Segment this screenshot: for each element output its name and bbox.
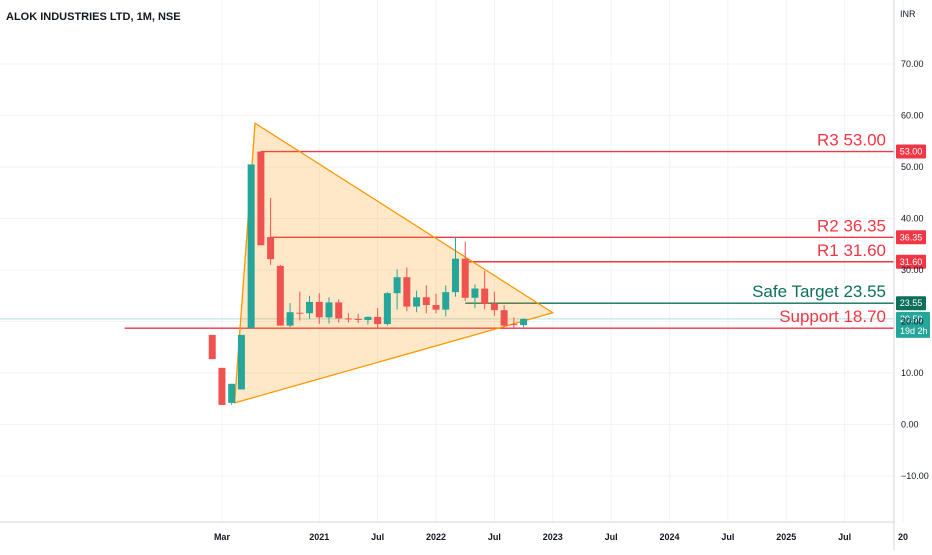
candle-body-up [228, 383, 236, 403]
price-tag-text: 36.35 [900, 232, 923, 242]
candle-body-up [393, 277, 401, 294]
x-tick-label: Jul [371, 532, 384, 542]
candle-body-up [451, 258, 459, 293]
last-price-value: 20.50 [900, 314, 923, 324]
price-tag-r2 [896, 230, 926, 245]
x-tick-label: Jul [721, 532, 734, 542]
candle-body-down [490, 303, 498, 311]
level-label: R3 53.00 [817, 131, 886, 150]
candles [208, 151, 528, 405]
candle-body-up [306, 301, 314, 314]
x-tick-label: Mar [214, 532, 231, 542]
candle-body-down [218, 367, 226, 405]
y-tick-label: 0.00 [901, 420, 919, 430]
y-tick-label: 40.00 [901, 214, 924, 224]
candle-body-up [247, 164, 255, 329]
candle-body-down [315, 301, 323, 318]
candle-body-down [432, 305, 440, 310]
candle-body-down [276, 265, 284, 326]
candle-body-down [500, 310, 508, 326]
price-tag-r1 [896, 254, 926, 269]
x-tick-label: Jul [488, 532, 501, 542]
candle-body-up [237, 334, 245, 390]
candle-body-down [267, 237, 275, 260]
price-tag-text: 31.60 [900, 257, 923, 267]
x-tick-label: 2024 [660, 532, 680, 542]
x-tick-label: 2022 [426, 532, 446, 542]
x-tick-label: Jul [605, 532, 618, 542]
candle-body-up [471, 288, 479, 298]
candle-body-down [403, 277, 411, 307]
candle-body-up [413, 297, 421, 307]
price-tag-text: 53.00 [900, 147, 923, 157]
triangle-pattern [233, 122, 555, 404]
level-label: Safe Target 23.55 [752, 282, 886, 301]
y-tick-label: −10.00 [901, 471, 929, 481]
candle-body-down [510, 324, 518, 326]
candle-body-down [374, 316, 382, 325]
candle-body-up [383, 293, 391, 325]
candle-body-down [208, 334, 216, 360]
chart-title: ALOK INDUSTRIES LTD, 1M, NSE [6, 11, 181, 23]
level-labels: R3 53.00 53.00 R2 36.35 36.35 R1 31.60 31.60 S… [752, 131, 930, 338]
candle-body-down [257, 151, 265, 246]
candle-body-down [344, 318, 352, 320]
candle-body-down [354, 318, 362, 320]
candle-body-down [422, 297, 430, 306]
level-label: Support 18.70 [779, 307, 886, 326]
y-tick-label: 20.00 [901, 317, 924, 327]
grid [0, 0, 904, 522]
price-tag-r3 [896, 144, 926, 159]
x-tick-label: 2025 [776, 532, 796, 542]
candle-body-up [325, 302, 333, 318]
candle-body-up [364, 316, 372, 320]
x-tick-label: 20 [898, 532, 908, 542]
level-label: R2 36.35 [817, 216, 886, 235]
last-price-tag [896, 311, 930, 338]
x-tick-label: Jul [838, 532, 851, 542]
x-tick-label: 2021 [309, 532, 329, 542]
candle-body-down [481, 288, 489, 304]
y-tick-label: 10.00 [901, 368, 924, 378]
candle-body-up [442, 292, 450, 310]
y-tick-label: 30.00 [901, 265, 924, 275]
candle-body-down [461, 258, 469, 298]
x-tick-label: 2023 [543, 532, 563, 542]
candle-body-down [296, 312, 304, 314]
currency-label: INR [900, 9, 916, 19]
y-tick-label: 60.00 [901, 111, 924, 121]
level-lines [0, 150, 894, 329]
candle-body-up [520, 318, 528, 326]
triangle-shape [233, 122, 555, 404]
countdown-text: 19d 2h [900, 326, 928, 336]
y-tick-label: 70.00 [901, 59, 924, 69]
price-tag-safe-target [896, 296, 926, 311]
price-tag-text: 23.55 [900, 298, 923, 308]
candle-body-down [335, 302, 343, 319]
y-tick-label: 50.00 [901, 162, 924, 172]
candle-body-up [286, 312, 294, 326]
level-label: R1 31.60 [817, 241, 886, 260]
